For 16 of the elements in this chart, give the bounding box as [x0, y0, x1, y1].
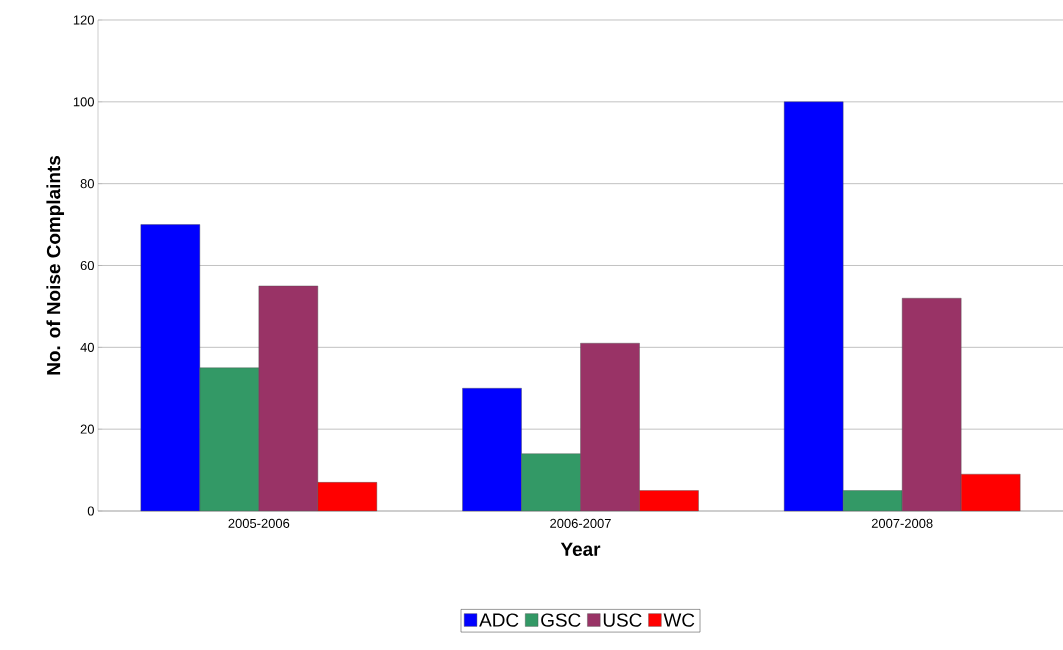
y-axis-title: No. of Noise Complaints — [46, 156, 65, 375]
legend-label: WC — [663, 613, 695, 627]
y-tick-label: 100 — [73, 97, 94, 107]
y-tick-label: 120 — [73, 15, 94, 25]
x-axis-title: Year — [560, 542, 601, 556]
y-tick-label: 80 — [80, 179, 94, 189]
x-tick-label: 2005-2006 — [228, 518, 290, 528]
legend-label: USC — [603, 613, 642, 627]
x-tick-label: 2006-2007 — [550, 518, 611, 528]
y-tick-label: 40 — [80, 342, 94, 352]
y-tick-label: 60 — [80, 260, 94, 271]
legend-label: GSC — [541, 613, 581, 627]
x-tick-label: 2007-2008 — [871, 518, 933, 528]
legend-label: ADC — [479, 613, 519, 627]
y-tick-label: 0 — [87, 506, 94, 516]
y-tick-label: 20 — [80, 424, 94, 434]
